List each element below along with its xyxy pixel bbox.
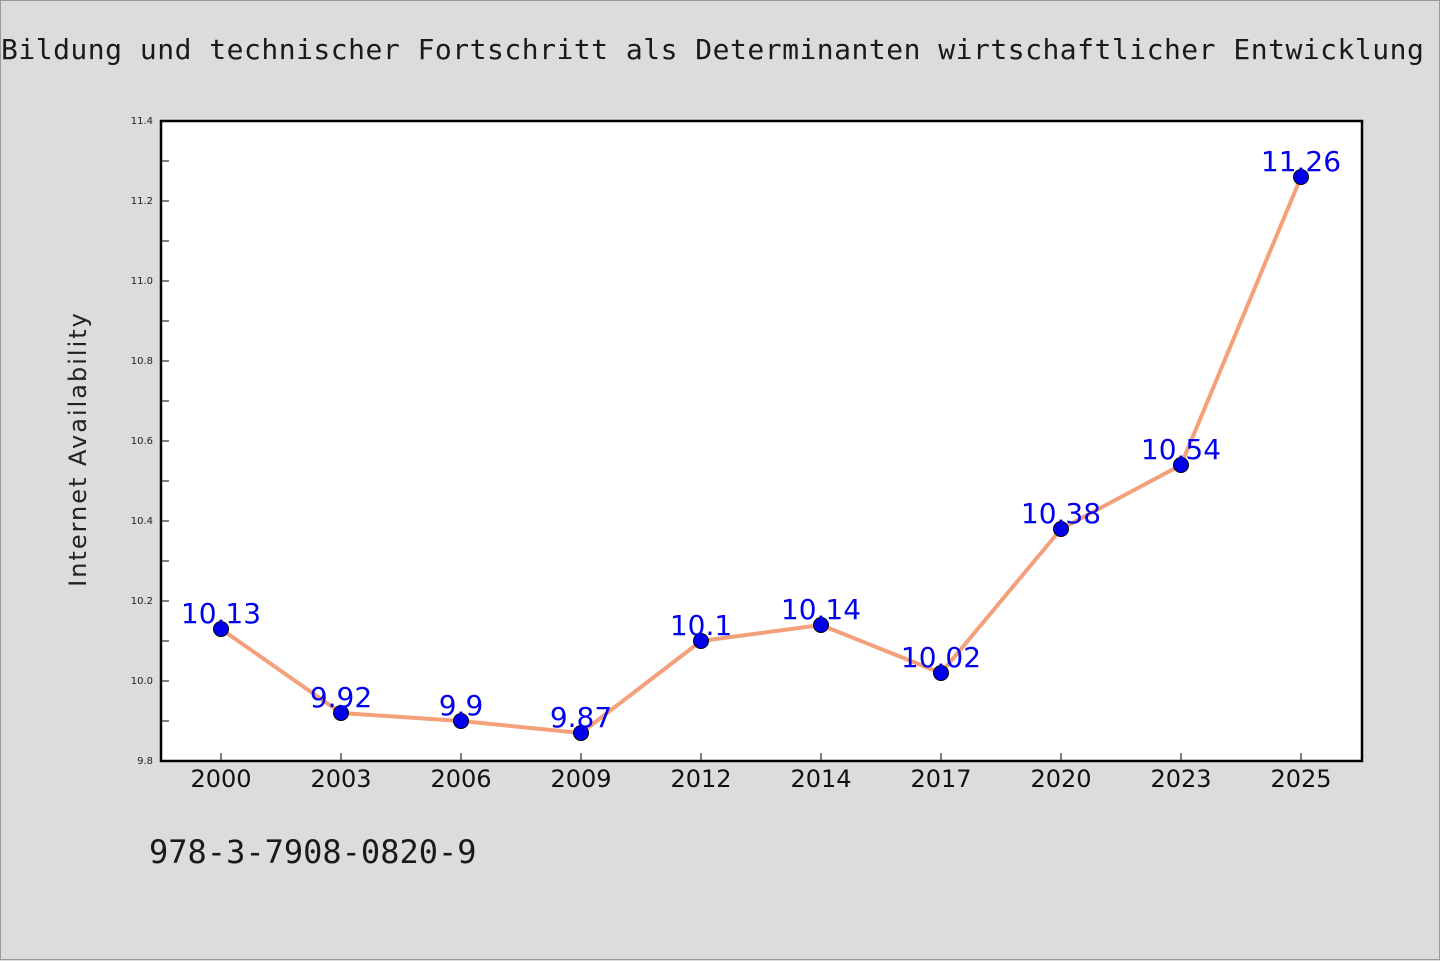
plot-frame — [159, 119, 1364, 763]
data-point — [1293, 169, 1309, 185]
x-tick-label: 2000 — [190, 765, 251, 793]
x-tick-label: 2025 — [1270, 765, 1331, 793]
x-tick-label: 2023 — [1150, 765, 1211, 793]
chart-title: Bildung und technischer Fortschritt als … — [1, 33, 1425, 66]
x-tick-label: 2003 — [310, 765, 371, 793]
data-point — [573, 725, 589, 741]
y-tick-label: 11.2 — [131, 196, 153, 207]
y-tick-label: 9.8 — [137, 756, 153, 767]
data-label: 9.87 — [550, 701, 612, 734]
data-point — [333, 705, 349, 721]
data-label: 10.13 — [181, 597, 261, 630]
x-tick-label: 2012 — [670, 765, 731, 793]
y-tick-label: 10.6 — [131, 436, 153, 447]
series-line — [219, 175, 1303, 735]
data-point — [1053, 521, 1069, 537]
y-tick-label: 10.2 — [131, 596, 153, 607]
data-label: 11.26 — [1261, 145, 1341, 178]
x-tick-label: 2017 — [910, 765, 971, 793]
data-label: 9.9 — [439, 689, 484, 722]
data-point — [813, 617, 829, 633]
y-axis-tick-labels: 9.8 10.0 10.2 10.4 10.6 10.8 11.0 11.2 11.4 — [131, 116, 153, 767]
data-point — [453, 713, 469, 729]
x-tick-label: 2009 — [550, 765, 611, 793]
data-point — [933, 665, 949, 681]
data-label: 10.14 — [781, 593, 861, 626]
x-axis-ticks — [220, 753, 1302, 761]
plot-area — [161, 121, 1362, 761]
x-axis-tick-labels: 2000 2003 2006 2009 2012 2014 2017 2020 2023 2025 — [190, 765, 1331, 793]
y-axis-label: Internet Availability — [64, 311, 92, 587]
data-label: 10.02 — [901, 641, 981, 674]
data-label: 10.38 — [1021, 497, 1101, 530]
y-tick-label: 10.4 — [131, 516, 153, 527]
y-tick-label: 11.4 — [131, 116, 153, 127]
data-label: 10.1 — [670, 609, 732, 642]
y-tick-label: 11.0 — [131, 276, 153, 287]
y-tick-label: 10.8 — [131, 356, 153, 367]
series-line-group — [219, 175, 1303, 735]
y-tick-label: 10.0 — [131, 676, 153, 687]
data-labels: 10.13 9.92 9.9 9.87 10.1 10.14 10.02 10.38 10.54… — [181, 145, 1341, 734]
x-tick-label: 2020 — [1030, 765, 1091, 793]
isbn-text: 978-3-7908-0820-9 — [149, 833, 477, 871]
data-label: 10.54 — [1141, 433, 1221, 466]
data-points — [213, 169, 1309, 741]
data-point — [1173, 457, 1189, 473]
x-tick-label: 2014 — [790, 765, 851, 793]
data-point — [213, 621, 229, 637]
data-point — [693, 633, 709, 649]
data-label: 9.92 — [310, 681, 372, 714]
x-tick-label: 2006 — [430, 765, 491, 793]
